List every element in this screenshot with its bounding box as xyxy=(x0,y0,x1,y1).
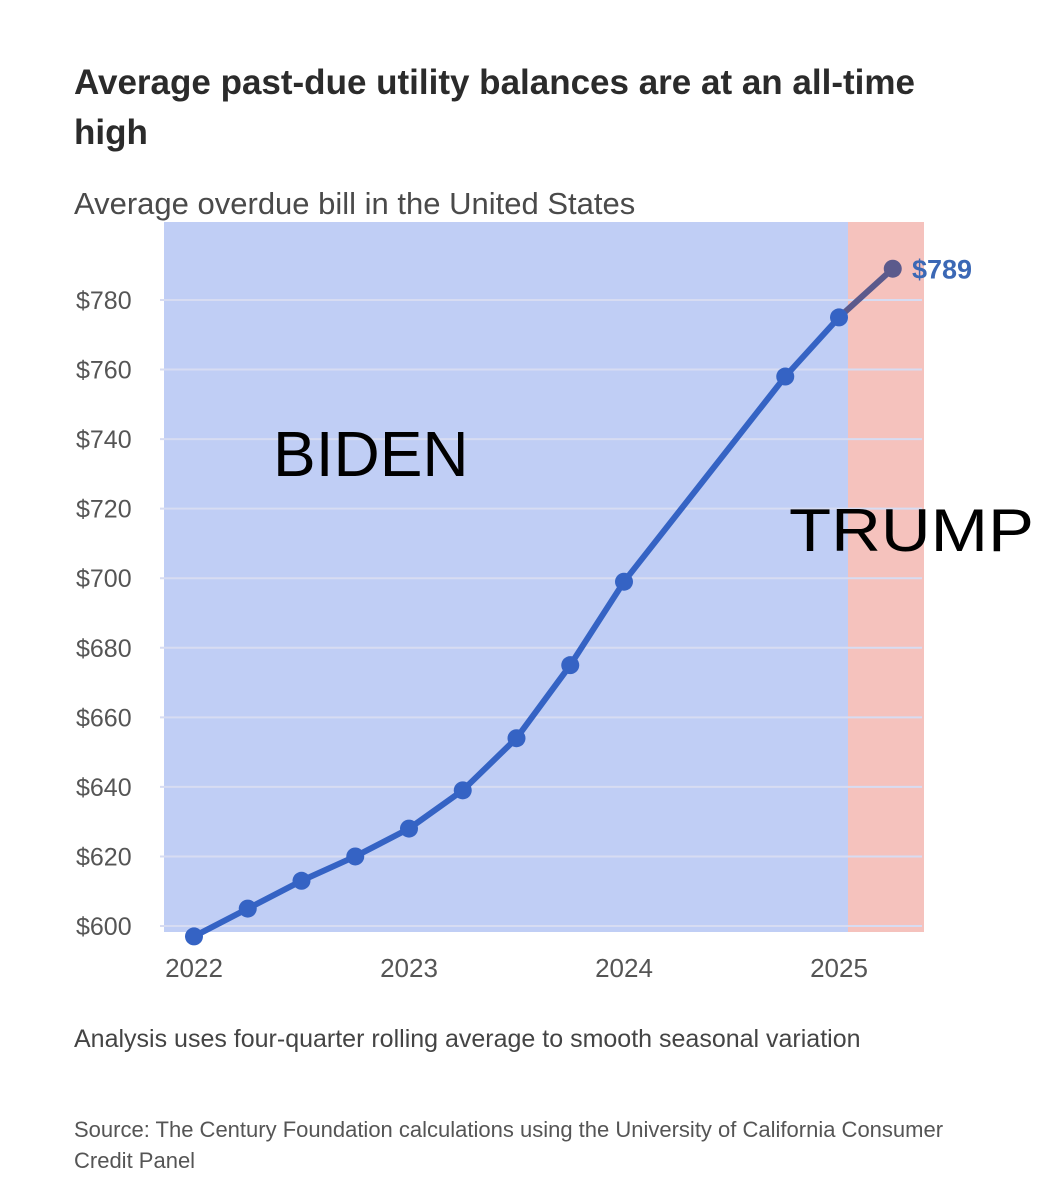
trump-region-label: TRUMP xyxy=(789,497,1034,564)
chart-title: Average past-due utility balances are at… xyxy=(74,63,915,152)
data-point xyxy=(185,927,203,946)
x-axis-ticks: 2022 2023 2024 2025 xyxy=(165,953,868,983)
trump-region-band xyxy=(848,222,924,932)
y-tick-label: $600 xyxy=(76,913,132,941)
data-point xyxy=(615,572,633,591)
y-tick-label: $620 xyxy=(76,843,132,871)
y-tick-label: $660 xyxy=(76,704,132,732)
series-line-last-segment xyxy=(836,265,896,321)
x-tick-label: 2024 xyxy=(595,953,653,983)
data-point xyxy=(292,871,311,890)
biden-region-label: BIDEN xyxy=(273,418,469,490)
chart-subtitle: Average overdue bill in the United State… xyxy=(74,186,636,221)
series-points xyxy=(185,259,902,946)
line-chart: $600 $620 $640 $660 $680 $700 $720 $740 $760 $780… xyxy=(76,222,1034,983)
x-tick-label: 2022 xyxy=(165,953,223,983)
grid-lines xyxy=(160,299,922,927)
x-tick-label: 2025 xyxy=(810,953,868,983)
y-tick-label: $780 xyxy=(76,287,132,315)
y-tick-label: $700 xyxy=(76,565,132,593)
data-point xyxy=(561,656,580,675)
data-point xyxy=(830,308,848,327)
y-tick-label: $760 xyxy=(76,357,132,385)
chart-source: Source: The Century Foundation calculati… xyxy=(74,1117,944,1173)
data-point xyxy=(346,847,365,866)
y-tick-label: $640 xyxy=(76,774,132,802)
biden-region-band xyxy=(164,222,848,932)
data-point xyxy=(453,781,472,800)
chart-note: Analysis uses four-quarter rolling avera… xyxy=(74,1025,861,1053)
data-point xyxy=(507,729,526,748)
data-point xyxy=(400,819,418,838)
data-point xyxy=(883,259,902,278)
y-tick-label: $680 xyxy=(76,635,132,663)
x-tick-label: 2023 xyxy=(380,953,438,983)
y-tick-label: $740 xyxy=(76,426,132,454)
data-point xyxy=(776,367,795,386)
y-tick-label: $720 xyxy=(76,496,132,524)
y-axis-ticks: $600 $620 $640 $660 $680 $700 $720 $740 $760 $780 xyxy=(76,287,132,941)
end-value-label: $789 xyxy=(912,255,972,285)
data-point xyxy=(238,899,257,918)
